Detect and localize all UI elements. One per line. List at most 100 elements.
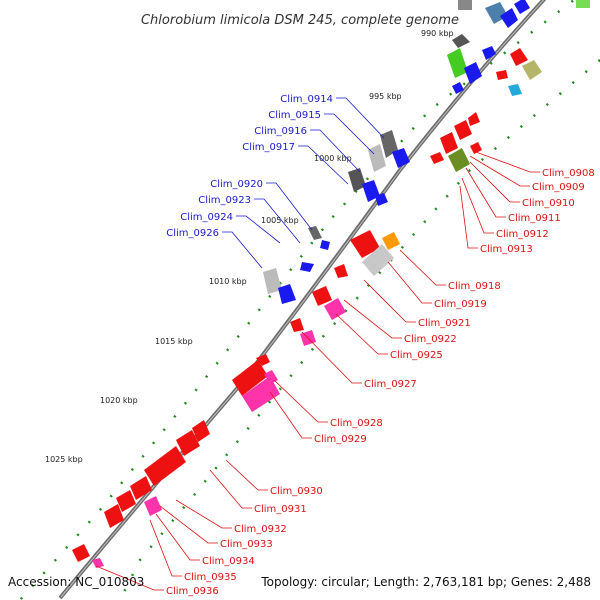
leader-line	[273, 379, 328, 423]
leader-line	[269, 391, 312, 439]
right-gene-labels: Clim_0908 Clim_0909 Clim_0910 Clim_0911 …	[166, 168, 595, 597]
gene-arrow	[510, 48, 528, 66]
gene-arrow	[348, 168, 366, 192]
reverse-strand-genes	[72, 0, 590, 568]
gene-arrow	[448, 148, 470, 172]
gene-label: Clim_0921	[418, 318, 471, 329]
gene-label: Clim_0913	[480, 244, 533, 255]
gene-label: Clim_0935	[184, 572, 237, 583]
leader-line	[254, 198, 301, 244]
gene-arrow	[263, 268, 282, 294]
gene-arrow	[176, 430, 200, 456]
gene-label: Clim_0923	[198, 195, 251, 206]
leader-line	[95, 565, 164, 591]
gene-arrow	[320, 240, 330, 250]
leader-line	[225, 459, 268, 491]
leader-line	[159, 505, 218, 544]
leader-line	[324, 113, 375, 155]
gene-arrow	[464, 62, 482, 84]
gene-arrow	[144, 496, 162, 516]
gene-label: Clim_0915	[268, 110, 321, 121]
gene-arrow	[192, 420, 210, 442]
leader-line	[363, 279, 416, 323]
kbp-tick: 1000 kbp	[314, 154, 352, 163]
gene-arrow	[508, 84, 522, 96]
left-gene-labels: Clim_0914 Clim_0915 Clim_0916 Clim_0917 …	[166, 94, 333, 239]
gene-arrow	[382, 232, 400, 250]
gene-arrow	[242, 376, 280, 412]
gene-arrow	[144, 446, 186, 486]
leader-line	[343, 299, 402, 339]
gene-label: Clim_0924	[180, 212, 233, 223]
gene-label: Clim_0916	[254, 126, 307, 137]
leader-line	[399, 249, 446, 286]
leader-line	[149, 519, 182, 577]
gene-arrow	[324, 298, 346, 320]
leader-line	[469, 161, 520, 203]
gene-arrow	[500, 8, 518, 28]
gene-arrow	[232, 360, 268, 396]
leader-line	[469, 155, 530, 187]
leader-line	[298, 145, 349, 185]
gene-arrow	[452, 34, 470, 48]
gene-arrow	[482, 46, 496, 60]
accession-text: Accession: NC_010803	[8, 575, 144, 589]
gene-label: Clim_0925	[390, 350, 443, 361]
forward-strand-genes	[263, 0, 530, 304]
gene-label: Clim_0936	[166, 586, 219, 597]
gene-arrow	[452, 82, 464, 94]
gene-arrow	[312, 286, 332, 306]
gene-label: Clim_0908	[542, 168, 595, 179]
gene-label: Clim_0909	[532, 182, 585, 193]
gene-arrow	[447, 48, 468, 78]
gene-arrow	[522, 60, 542, 80]
genome-summary-text: Topology: circular; Length: 2,763,181 bp…	[260, 575, 591, 589]
leader-line	[475, 151, 540, 173]
gene-label: Clim_0932	[234, 524, 287, 535]
kbp-tick: 995 kbp	[369, 92, 402, 101]
gene-arrow	[368, 144, 386, 172]
gene-arrow	[130, 476, 152, 500]
leader-line	[459, 185, 478, 249]
kbp-tick: 1015 kbp	[155, 337, 193, 346]
leader-line	[301, 331, 362, 384]
gene-label: Clim_0929	[314, 434, 367, 445]
right-leaders	[95, 151, 540, 591]
leader-line	[222, 231, 263, 269]
gene-label: Clim_0917	[242, 142, 295, 153]
gene-label: Clim_0919	[434, 299, 487, 310]
gene-box	[576, 0, 590, 8]
gene-arrow	[350, 230, 380, 258]
kbp-tick: 1025 kbp	[45, 455, 83, 464]
gene-arrow	[440, 132, 458, 154]
gene-arrow	[362, 244, 394, 276]
gene-label: Clim_0918	[448, 281, 501, 292]
gene-label: Clim_0922	[404, 334, 457, 345]
gene-arrow	[430, 152, 444, 164]
map-title: Chlorobium limicola DSM 245, complete ge…	[141, 13, 459, 28]
kbp-ticks: 990 kbp 995 kbp 1000 kbp 1005 kbp 1010 k…	[45, 29, 454, 464]
gene-arrow	[392, 148, 410, 168]
gene-arrow	[278, 284, 296, 304]
leader-line	[461, 177, 494, 234]
gene-arrow	[104, 504, 124, 528]
gene-label: Clim_0912	[496, 229, 549, 240]
leader-line	[175, 499, 232, 529]
gene-label: Clim_0910	[522, 198, 575, 209]
gene-label: Clim_0911	[508, 213, 561, 224]
gene-arrow	[334, 264, 348, 278]
left-leaders	[222, 97, 385, 269]
gene-arrow	[116, 490, 136, 512]
leader-line	[155, 513, 200, 561]
gene-arrow	[92, 558, 104, 568]
kbp-tick: 990 kbp	[421, 29, 454, 38]
gene-label: Clim_0928	[330, 418, 383, 429]
leader-line	[310, 129, 361, 173]
kbp-tick: 1005 kbp	[261, 216, 299, 225]
gene-label: Clim_0920	[210, 179, 263, 190]
gene-arrow	[290, 318, 304, 332]
gene-arrow	[300, 262, 314, 272]
gene-arrow	[468, 112, 480, 126]
leader-line	[336, 97, 385, 139]
